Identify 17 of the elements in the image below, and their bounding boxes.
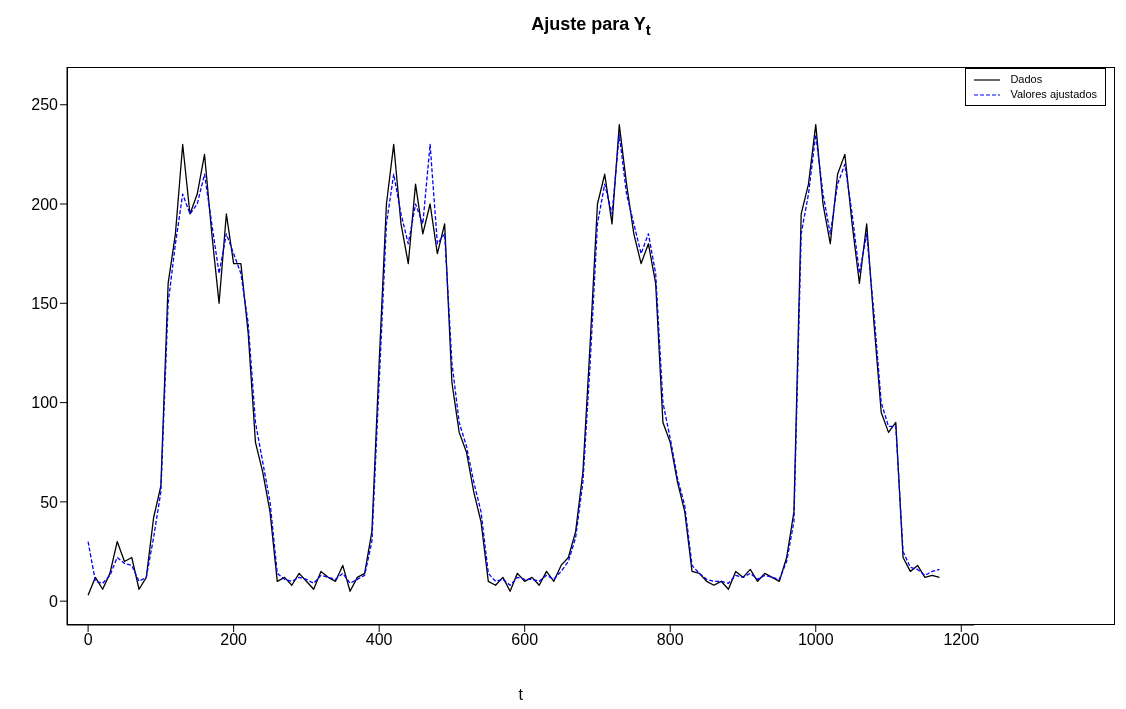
x-tick-label: 600 xyxy=(511,631,539,649)
legend-label: Dados xyxy=(1010,72,1043,87)
y-tick-label: 200 xyxy=(31,195,59,213)
x-axis-title: t xyxy=(518,686,524,703)
y-tick-label: 0 xyxy=(49,592,59,610)
x-tick-label: 200 xyxy=(220,631,248,649)
y-tick-label: 50 xyxy=(40,493,59,511)
legend-label: Valores ajustados xyxy=(1010,87,1097,102)
y-tick-label: 150 xyxy=(31,294,59,312)
y-tick-label: 250 xyxy=(31,96,59,114)
x-tick-label: 800 xyxy=(656,631,684,649)
x-tick-label: 0 xyxy=(83,631,93,649)
chart-title: Ajuste para Y$_{t}$ xyxy=(530,14,652,38)
x-tick-label: 1000 xyxy=(797,631,834,649)
x-tick-label: 400 xyxy=(365,631,393,649)
x-tick-label: 1200 xyxy=(943,631,980,649)
y-tick-label: 100 xyxy=(31,394,59,412)
